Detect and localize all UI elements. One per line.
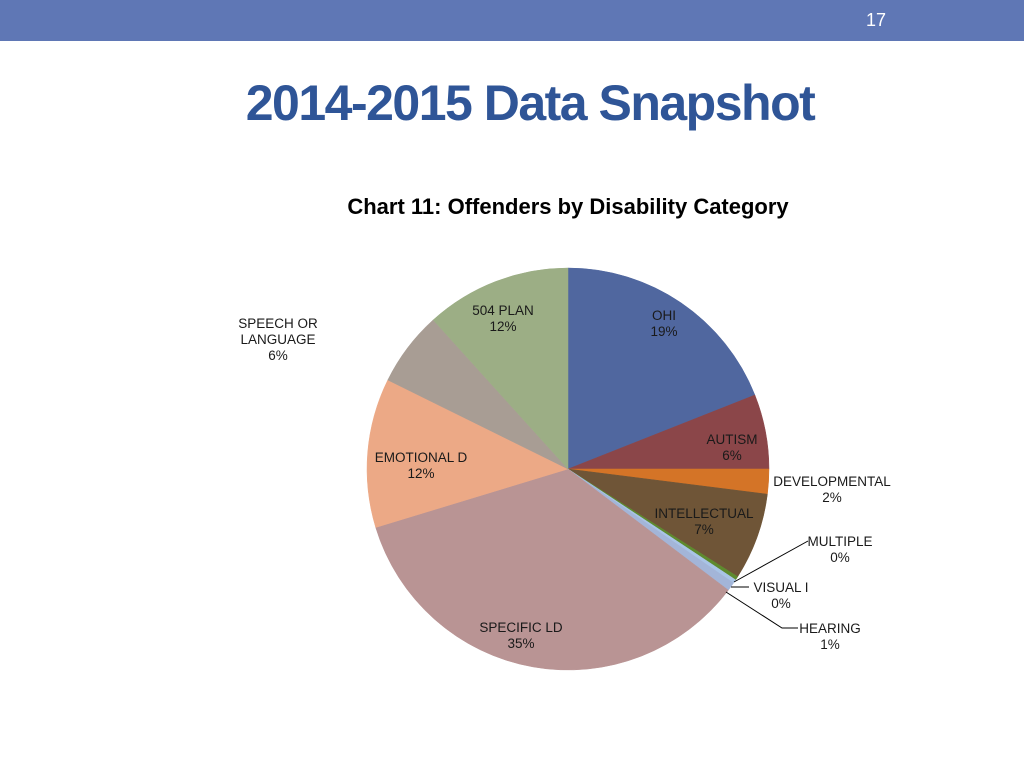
slice-label-developmental: DEVELOPMENTAL 2% [773, 474, 891, 505]
leader-line-hearing [725, 591, 798, 629]
slice-label-speech-or-language: SPEECH OR LANGUAGE 6% [238, 316, 318, 363]
pie-slices [366, 267, 770, 671]
slice-label-504-plan: 504 PLAN 12% [472, 303, 534, 334]
pie-slice-504-plan [432, 267, 569, 470]
pie-slice-ohi [567, 267, 756, 470]
slice-label-ohi: OHI 19% [650, 308, 677, 339]
slice-label-autism: AUTISM 6% [706, 432, 757, 463]
label-leader-lines [725, 540, 809, 629]
slice-label-intellectual: INTELLECTUAL 7% [654, 506, 754, 537]
leader-line-multiple [733, 540, 809, 583]
slice-label-specific-ld: SPECIFIC LD 35% [479, 620, 563, 651]
slice-label-visual-i: VISUAL I 0% [753, 580, 808, 611]
slice-label-multiple: MULTIPLE 0% [807, 534, 872, 565]
chart-title: Chart 11: Offenders by Disability Catego… [347, 194, 789, 219]
slide-title: 2014-2015 Data Snapshot [245, 75, 816, 131]
header-bar: 17 [0, 0, 1024, 41]
slice-label-hearing: HEARING 1% [799, 621, 861, 652]
slice-label-emotional-d: EMOTIONAL D 12% [375, 450, 468, 481]
slice-labels: OHI 19% AUTISM 6% DEVELOPMENTAL 2% INTELLECTUA… [238, 303, 891, 652]
pie-slice-specific-ld [375, 468, 729, 671]
pie-slice-emotional-d [366, 379, 569, 528]
page-number: 17 [865, 10, 886, 30]
